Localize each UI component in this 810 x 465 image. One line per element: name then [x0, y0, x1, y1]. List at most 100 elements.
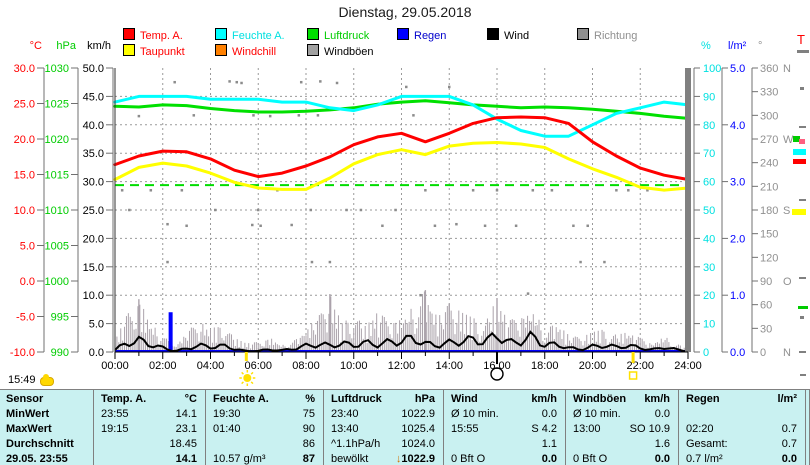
table-col-unit: °C [184, 393, 197, 405]
wind-direction-dot [316, 114, 320, 117]
wind-direction-dot [335, 81, 339, 85]
wind-direction-dot [309, 208, 313, 212]
axis-tick-label: S [783, 205, 790, 217]
plot-right-border [685, 68, 691, 352]
now-circle-icon [490, 367, 504, 381]
axis-tick-label: 270 [760, 134, 778, 146]
axis-tick-label: 18:00 [531, 360, 559, 372]
wind-direction-dot [471, 189, 475, 192]
table-value: 18.45 [169, 438, 197, 450]
wind-direction-dot [268, 114, 272, 118]
table-value: Gesamt: [686, 438, 728, 450]
axis-tick-label: 30.0 [14, 63, 35, 75]
wind-direction-dot [319, 80, 322, 83]
edge-mark [792, 209, 806, 215]
axis-tick-label: 5.0 [20, 241, 35, 253]
edge-mark [793, 136, 800, 142]
table-col-header: Wind [451, 393, 478, 405]
table-value: bewölkt [331, 453, 369, 465]
edge-mark [793, 149, 806, 155]
legend-item-feuchte: Feuchte A. [215, 28, 285, 42]
axis-tick-label: 60 [703, 177, 715, 189]
axis-tick-label: 10 [703, 319, 715, 331]
series-temp-line [113, 141, 690, 192]
wind-direction-dot [615, 189, 618, 192]
wind-line [114, 330, 689, 353]
table-value: 0.7 [781, 438, 797, 450]
luftdruck-swatch-icon [307, 28, 319, 40]
wind-direction-dot [627, 189, 630, 192]
wind-direction-dot [586, 224, 589, 228]
edge-mark [793, 159, 806, 164]
wind-direction-dot [603, 260, 606, 264]
sunset-square-icon [628, 371, 638, 380]
table-separator [443, 390, 444, 465]
table-col-header: Windböen [573, 393, 627, 405]
edge-mark [798, 306, 808, 309]
axis-tick-label: 20.0 [14, 134, 35, 146]
series-pressure-line [113, 99, 690, 120]
axis-tick-label: N [783, 63, 791, 75]
axis-tick-label: 00:00 [101, 360, 129, 372]
axis-unit-hpa: hPa [56, 40, 76, 52]
axis-tick-label: 1005 [45, 241, 69, 253]
wind-direction-dot [180, 189, 184, 192]
table-value: 13:00 [573, 423, 601, 435]
axis-tick-label: 50 [703, 205, 715, 217]
wind-direction-dot [433, 224, 437, 228]
axis-tick-label: 330 [760, 87, 778, 99]
weather-chart: -10.0 -5.0 0.0 5.0 10.0 15.0 20.0 25.0 30.0 990 99… [10, 63, 794, 386]
axis-tick-label: 0 [703, 347, 709, 359]
wind-swatch-icon [487, 28, 499, 40]
table-row-label: MinWert [6, 408, 50, 420]
wind-direction-dot [345, 208, 348, 212]
edge-mark [800, 87, 804, 90]
axis-tick-label: 16:00 [483, 360, 511, 372]
statistics-table: Sensor MinWert MaxWert Durchschnitt 29.05. 2… [0, 389, 810, 465]
richtung-swatch-icon [577, 28, 589, 40]
axis-unit-kmh: km/h [87, 40, 111, 52]
temp-swatch-icon [123, 28, 135, 40]
wind-direction-dot [235, 80, 239, 84]
wind-direction-dot [550, 189, 554, 192]
wind-direction-dot [240, 81, 243, 85]
table-value: 23.1 [175, 423, 197, 435]
axis-tick-label: 120 [760, 252, 778, 264]
table-row-label: 29.05. 23:55 [6, 453, 68, 465]
table-value: 0.0 [654, 453, 670, 465]
wind-direction-dot [394, 208, 397, 212]
wind-direction-dot [455, 222, 458, 226]
table-value: 23:55 [101, 408, 129, 420]
axis-tick-label: 10.0 [14, 205, 35, 217]
table-row-label: Sensor [6, 393, 44, 405]
axis-tick-label: 2.0 [730, 233, 745, 245]
axis-tick-label: N [783, 347, 791, 359]
axis-tick-label: 04:00 [197, 360, 225, 372]
axis-tick-label: 22:00 [626, 360, 654, 372]
axis-tick-label: 40 [703, 233, 715, 245]
axis-tick-label: 1025 [45, 99, 69, 111]
wind-direction-dot [251, 223, 254, 227]
table-value [678, 407, 797, 421]
legend-item-luftdruck: Luftdruck [307, 28, 369, 42]
wind-direction-dot [214, 208, 217, 212]
wind-direction-dot [514, 224, 518, 228]
wind-direction-dot [646, 189, 649, 192]
wind-direction-dot [448, 85, 451, 89]
edge-mark [800, 374, 806, 376]
wind-direction-dot [495, 189, 499, 192]
sunrise-sun-icon [239, 370, 256, 386]
table-col-unit: km/h [644, 393, 670, 405]
axis-tick-label: 70 [703, 148, 715, 160]
axis-tick-label: W [783, 134, 794, 146]
wind-direction-dot [424, 189, 427, 192]
axis-tick-label: 1030 [45, 63, 69, 75]
axis-tick-label: 12:00 [388, 360, 416, 372]
wind-direction-dot [297, 114, 301, 117]
axis-tick-label: 4.0 [730, 120, 745, 132]
wind-direction-dot [166, 222, 169, 226]
table-separator [678, 390, 679, 465]
wind-direction-dot [531, 189, 535, 192]
table-col-header: Feuchte A. [213, 393, 269, 405]
windboeen-swatch-icon [307, 44, 319, 56]
